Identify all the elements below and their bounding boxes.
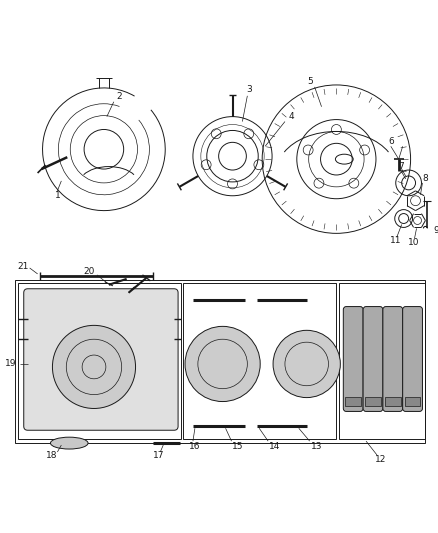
Bar	[15, 280, 425, 443]
Text: 10: 10	[408, 238, 419, 247]
Bar	[405, 397, 420, 407]
FancyBboxPatch shape	[24, 289, 178, 430]
Text: 19: 19	[5, 359, 17, 368]
Text: 3: 3	[247, 85, 252, 94]
Text: 12: 12	[375, 455, 387, 464]
Bar	[339, 283, 425, 439]
Circle shape	[185, 326, 260, 401]
Bar	[183, 283, 336, 439]
Text: 5: 5	[307, 77, 313, 86]
Text: 21: 21	[18, 262, 29, 271]
FancyBboxPatch shape	[343, 306, 363, 411]
Text: 15: 15	[232, 441, 243, 450]
Text: 7: 7	[398, 161, 403, 171]
Circle shape	[273, 330, 340, 398]
Text: 8: 8	[423, 174, 428, 183]
FancyBboxPatch shape	[363, 306, 383, 411]
FancyBboxPatch shape	[403, 306, 423, 411]
Bar	[18, 283, 181, 439]
Bar	[345, 397, 361, 407]
Bar	[365, 397, 381, 407]
Text: 11: 11	[390, 236, 402, 245]
Circle shape	[53, 325, 135, 408]
Text: 16: 16	[189, 441, 201, 450]
Text: 6: 6	[388, 137, 394, 146]
Text: 9: 9	[433, 226, 438, 235]
Ellipse shape	[50, 437, 88, 449]
Text: 18: 18	[46, 451, 57, 461]
Bar	[385, 397, 401, 407]
FancyBboxPatch shape	[383, 306, 403, 411]
Text: 14: 14	[269, 441, 281, 450]
Text: 1: 1	[54, 191, 60, 200]
Text: 2: 2	[116, 92, 121, 101]
Text: 4: 4	[289, 112, 295, 121]
Text: 17: 17	[152, 451, 164, 461]
Text: 13: 13	[311, 441, 322, 450]
Text: 20: 20	[83, 268, 95, 277]
